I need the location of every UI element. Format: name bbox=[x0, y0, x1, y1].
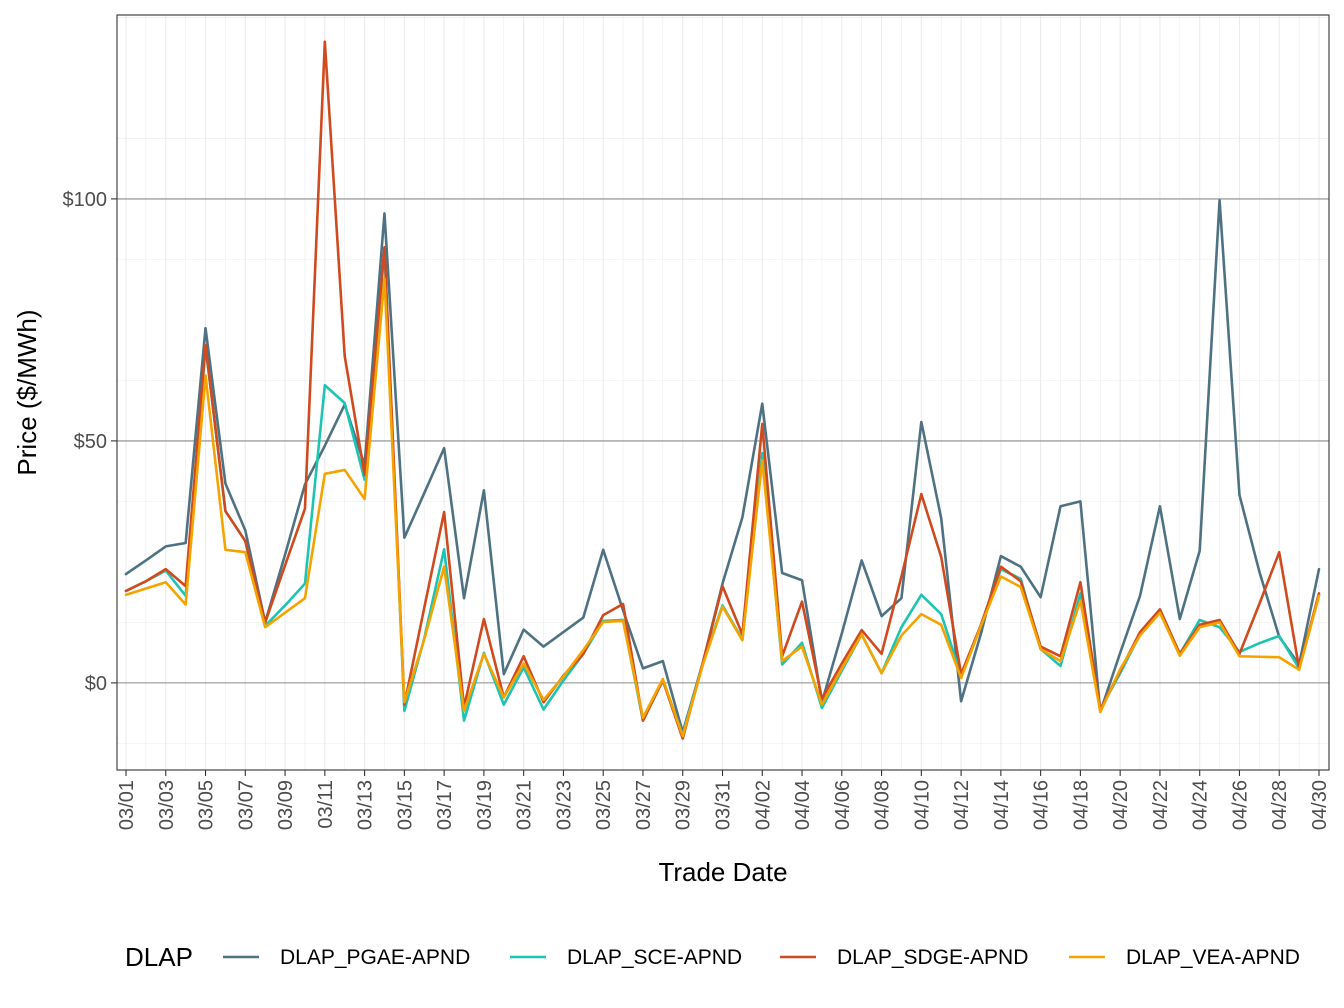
series-lines bbox=[124, 40, 1321, 740]
x-tick-label: 03/03 bbox=[156, 780, 178, 830]
x-tick-label: 04/30 bbox=[1309, 780, 1331, 830]
x-tick-label: 04/22 bbox=[1150, 780, 1172, 830]
legend-items: DLAP_PGAE-APND DLAP_SCE-APND DLAP_SDGE-APN… bbox=[223, 946, 1300, 969]
x-tick-label: 04/12 bbox=[951, 780, 973, 830]
x-tick-label: 04/26 bbox=[1229, 780, 1251, 830]
x-tick-label: 03/17 bbox=[434, 780, 456, 830]
x-tick-label: 03/05 bbox=[196, 780, 218, 830]
y-tick-label: $100 bbox=[63, 189, 108, 211]
x-tick-label: 03/21 bbox=[514, 780, 536, 830]
minor-gridlines bbox=[117, 15, 1329, 770]
x-axis: 03/01 03/03 03/05 03/07 03/09 03/11 03/13 03/15… bbox=[116, 770, 1331, 830]
y-axis: $0 $50 $100 bbox=[63, 189, 117, 695]
legend-label: DLAP_VEA-APND bbox=[1126, 946, 1300, 969]
x-tick-label: 04/08 bbox=[872, 780, 894, 830]
x-tick-label: 04/06 bbox=[832, 780, 854, 830]
x-tick-label: 03/15 bbox=[394, 780, 416, 830]
legend: DLAP DLAP_PGAE-APND DLAP_SCE-APND DLAP_SDG… bbox=[125, 942, 1300, 972]
x-tick-label: 03/13 bbox=[355, 780, 377, 830]
x-tick-label: 04/04 bbox=[792, 780, 814, 830]
x-tick-label: 03/29 bbox=[673, 780, 695, 830]
x-tick-label: 03/01 bbox=[116, 780, 138, 830]
x-tick-label: 04/20 bbox=[1110, 780, 1132, 830]
y-tick-label: $50 bbox=[74, 431, 107, 453]
series-line-DLAP_VEA-APND bbox=[124, 277, 1321, 738]
x-tick-label: 03/23 bbox=[553, 780, 575, 830]
x-tick-label: 04/02 bbox=[752, 780, 774, 830]
x-tick-label: 04/18 bbox=[1070, 780, 1092, 830]
x-tick-label: 04/10 bbox=[911, 780, 933, 830]
x-tick-label: 03/25 bbox=[593, 780, 615, 830]
major-gridlines bbox=[117, 15, 1329, 770]
x-tick-label: 03/11 bbox=[315, 780, 337, 829]
x-tick-label: 03/07 bbox=[235, 780, 257, 830]
x-tick-label: 03/27 bbox=[633, 780, 655, 830]
legend-label: DLAP_SCE-APND bbox=[567, 946, 742, 969]
y-axis-title: Price ($/MWh) bbox=[12, 309, 42, 475]
x-tick-label: 03/19 bbox=[474, 780, 496, 830]
x-tick-label: 04/16 bbox=[1031, 780, 1053, 830]
x-tick-label: 04/24 bbox=[1190, 780, 1212, 830]
x-tick-label: 03/09 bbox=[275, 780, 297, 830]
x-tick-label: 04/28 bbox=[1269, 780, 1291, 830]
x-tick-label: 03/31 bbox=[713, 780, 735, 830]
x-axis-title: Trade Date bbox=[658, 857, 787, 887]
series-line-DLAP_PGAE-APND bbox=[124, 199, 1321, 734]
legend-label: DLAP_SDGE-APND bbox=[837, 946, 1028, 969]
legend-label: DLAP_PGAE-APND bbox=[280, 946, 470, 969]
legend-title: DLAP bbox=[125, 942, 193, 972]
y-tick-label: $0 bbox=[85, 673, 107, 695]
x-tick-label: 04/14 bbox=[991, 780, 1013, 830]
